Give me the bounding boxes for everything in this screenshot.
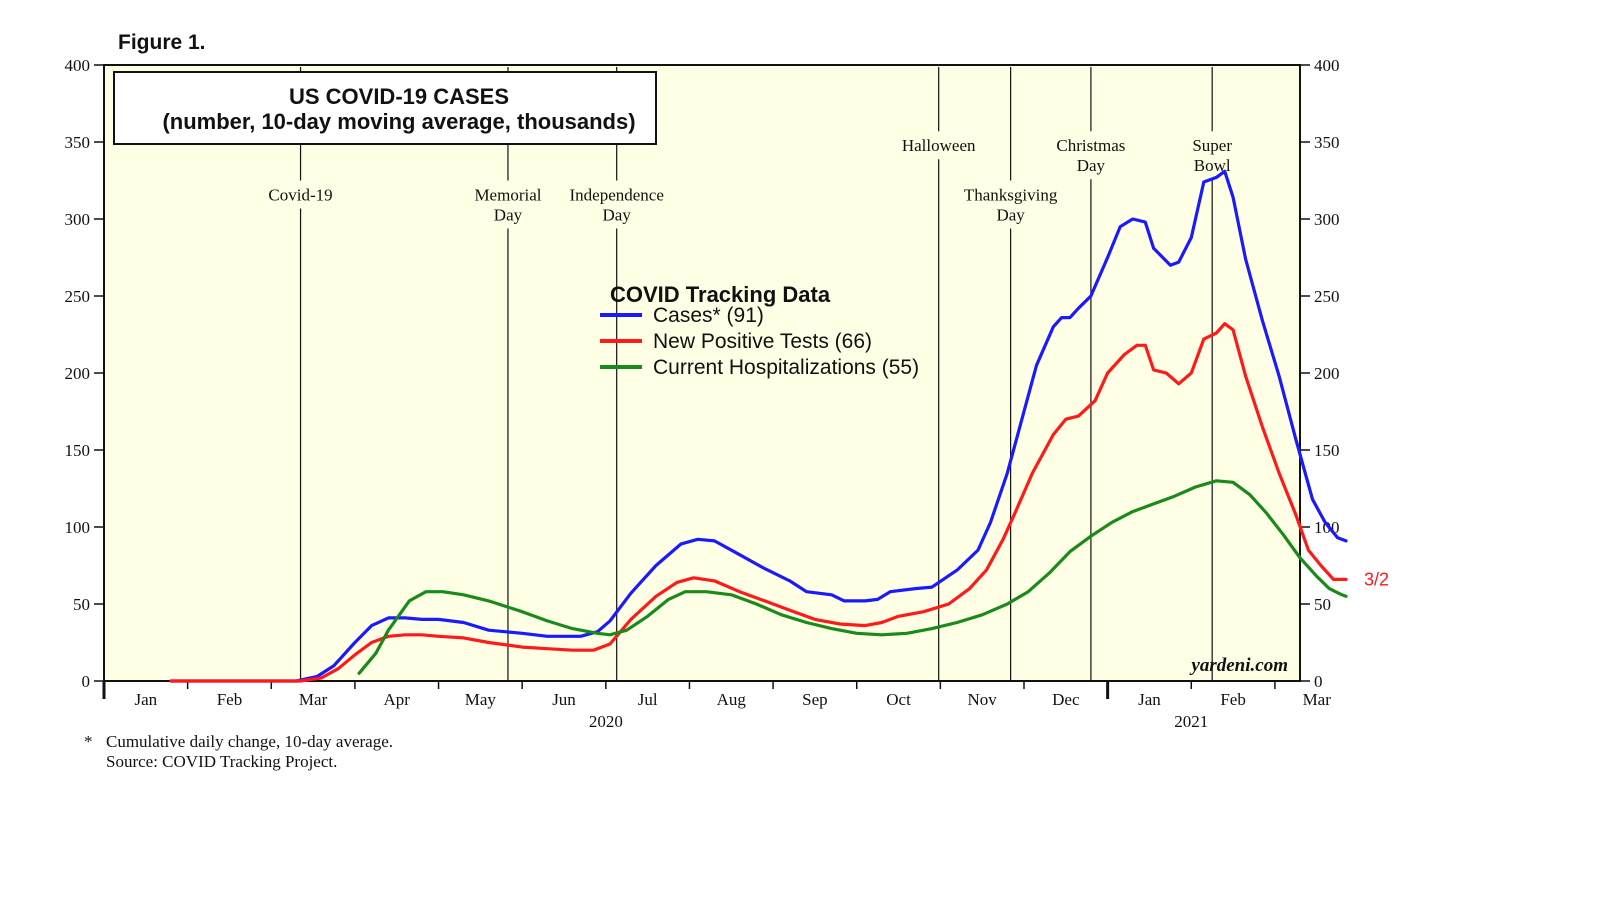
- month-label: Feb: [217, 690, 243, 709]
- chart-subtitle: (number, 10-day moving average, thousand…: [162, 109, 635, 134]
- month-label: Jan: [1138, 690, 1161, 709]
- y-tick-label-right: 400: [1314, 56, 1340, 75]
- y-tick-label-left: 0: [82, 672, 91, 691]
- event-label: Christmas: [1056, 136, 1125, 155]
- y-tick-label-right: 150: [1314, 441, 1340, 460]
- series-line-1: [169, 169, 1348, 683]
- month-label: Dec: [1052, 690, 1080, 709]
- y-tick-label-left: 200: [65, 364, 91, 383]
- footnote: * Cumulative daily change, 10-day average…: [84, 732, 393, 772]
- month-label: Jul: [638, 690, 658, 709]
- month-label: Jan: [134, 690, 157, 709]
- chart-title: US COVID-19 CASES: [289, 84, 509, 109]
- y-tick-label-right: 350: [1314, 133, 1340, 152]
- y-tick-label-right: 300: [1314, 210, 1340, 229]
- watermark: yardeni.com: [1189, 655, 1288, 676]
- event-label-line2: Day: [1077, 156, 1106, 175]
- y-tick-label-left: 100: [65, 518, 91, 537]
- y-tick-label-left: 50: [73, 595, 90, 614]
- event-label-line2: Day: [603, 206, 632, 225]
- y-tick-label-right: 0: [1314, 672, 1323, 691]
- figure-label: Figure 1.: [118, 31, 206, 54]
- event-label: Thanksgiving: [964, 186, 1058, 205]
- series-line-2: [169, 322, 1348, 683]
- legend-label: Current Hospitalizations (55): [653, 356, 919, 379]
- event-label: Covid-19: [268, 186, 332, 205]
- month-label: Sep: [802, 690, 828, 709]
- month-label: Oct: [886, 690, 911, 709]
- event-label: Independence: [569, 186, 663, 205]
- event-label: Memorial: [474, 186, 541, 205]
- month-label: Mar: [1303, 690, 1332, 709]
- legend-label: Cases* (91): [653, 304, 764, 327]
- month-label: Jun: [552, 690, 576, 709]
- y-tick-label-left: 150: [65, 441, 91, 460]
- event-label: Halloween: [902, 136, 976, 155]
- footnote-source-line: Source: COVID Tracking Project.: [84, 752, 393, 772]
- series-lines: [169, 169, 1348, 683]
- legend-title: COVID Tracking Data: [610, 282, 831, 307]
- month-label: Nov: [968, 690, 998, 709]
- event-label-line2: Day: [996, 206, 1025, 225]
- month-label: Apr: [384, 690, 411, 709]
- y-tick-label-right: 50: [1314, 595, 1331, 614]
- event-lines: Covid-19 MemorialDayIndependenceDayHallow…: [268, 67, 1232, 681]
- y-tick-label-left: 250: [65, 287, 91, 306]
- month-label: Aug: [717, 690, 747, 709]
- event-label: Super: [1192, 136, 1232, 155]
- footnote-note: Cumulative daily change, 10-day average.: [106, 732, 393, 751]
- series-line-3: [357, 479, 1348, 675]
- event-label-line2: Bowl: [1194, 156, 1231, 175]
- y-tick-label-left: 350: [65, 133, 91, 152]
- footnote-source: Source: COVID Tracking Project.: [106, 752, 338, 771]
- year-label: 2020: [589, 712, 623, 731]
- y-tick-label-left: 300: [65, 210, 91, 229]
- y-tick-label-right: 250: [1314, 287, 1340, 306]
- event-label-line2: Day: [494, 206, 523, 225]
- footnote-marker: *: [84, 732, 93, 751]
- month-label: Mar: [299, 690, 328, 709]
- month-label: May: [465, 690, 497, 709]
- legend-label: New Positive Tests (66): [653, 330, 872, 353]
- legend: COVID Tracking Data Cases* (91) New Posit…: [600, 282, 919, 379]
- chart-title-box: [113, 71, 657, 145]
- year-label: 2021: [1174, 712, 1208, 731]
- y-tick-label-left: 400: [65, 56, 91, 75]
- end-date-label: 3/2: [1364, 569, 1389, 589]
- y-tick-label-right: 200: [1314, 364, 1340, 383]
- month-label: Feb: [1220, 690, 1246, 709]
- footnote-note-line: * Cumulative daily change, 10-day average…: [84, 732, 393, 752]
